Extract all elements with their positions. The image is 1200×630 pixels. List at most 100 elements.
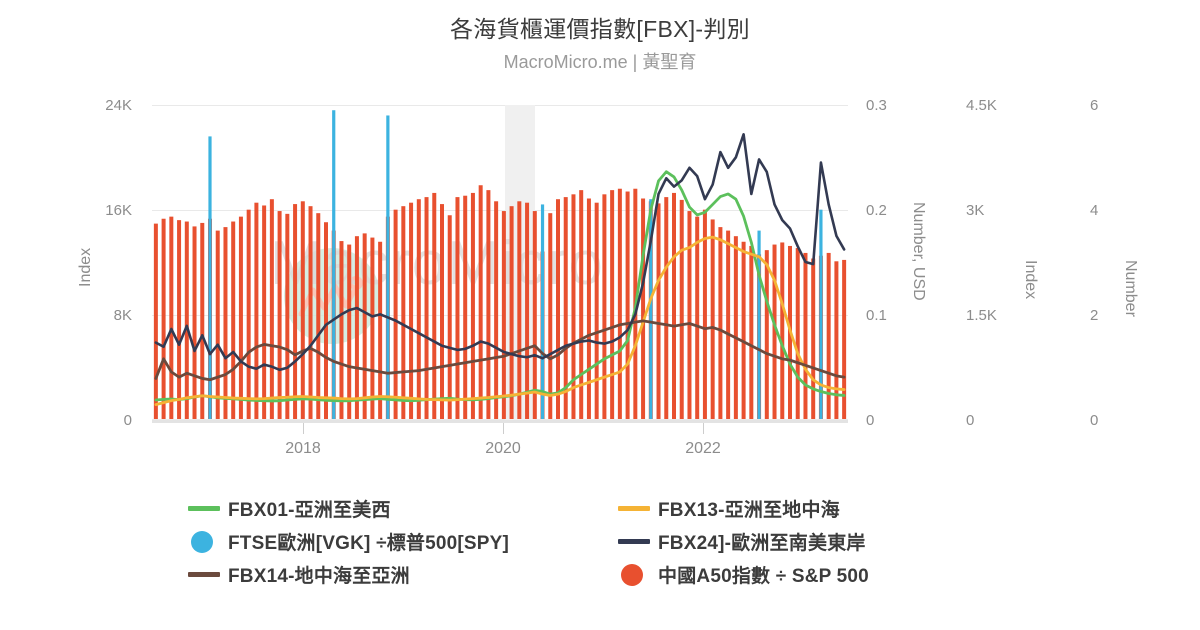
left-axis-tick-0: 0 — [123, 412, 132, 429]
bar-a50-sp500 — [749, 245, 754, 419]
bar-a50-sp500 — [300, 201, 305, 419]
left-axis-title: Index — [77, 247, 94, 287]
legend-swatch — [188, 506, 220, 511]
bar-a50-sp500 — [501, 211, 506, 419]
right2-axis-tick-3: 4.5K — [966, 97, 997, 114]
bar-a50-sp500 — [362, 233, 367, 419]
gridline-8k — [152, 315, 848, 316]
legend-a50-sp500[interactable]: 中國A50指數 ÷ S&P 500 — [618, 558, 869, 591]
bar-a50-sp500 — [401, 206, 406, 419]
bar-a50-sp500 — [733, 236, 738, 419]
bar-a50-sp500 — [726, 230, 731, 419]
bar-a50-sp500 — [432, 192, 437, 419]
legend-dot-icon — [618, 563, 658, 586]
right2-axis-tick-0: 0 — [966, 412, 975, 429]
x-axis-line — [152, 420, 848, 423]
legend-vgk-spy[interactable]: FTSE歐洲[VGK] ÷標普500[SPY] — [188, 525, 509, 558]
bar-vgk-spy — [386, 115, 390, 419]
bar-a50-sp500 — [579, 190, 584, 419]
legend-fbx01[interactable]: FBX01-亞洲至美西 — [188, 492, 509, 525]
plot-area: MacroMicro — [152, 105, 848, 420]
right3-axis-title: Number — [1122, 260, 1139, 317]
legend-fbx13[interactable]: FBX13-亞洲至地中海 — [618, 492, 869, 525]
bar-vgk-spy — [208, 136, 212, 419]
legend-column-left: FBX01-亞洲至美西 FTSE歐洲[VGK] ÷標普500[SPY] FBX14-… — [188, 492, 509, 591]
bar-a50-sp500 — [463, 195, 468, 419]
bar-a50-sp500 — [687, 211, 692, 419]
legend-fbx24[interactable]: FBX24]-歐洲至南美東岸 — [618, 525, 869, 558]
left-axis-tick-1: 8K — [113, 307, 132, 324]
legend-fbx14[interactable]: FBX14-地中海至亞洲 — [188, 558, 509, 591]
bar-a50-sp500 — [641, 198, 646, 419]
legend-swatch — [188, 572, 220, 577]
bar-a50-sp500 — [594, 202, 599, 419]
chart-container: 24K 16K 8K 0 Index 0.3 0.2 0.1 0 Number,… — [0, 92, 1200, 482]
bar-a50-sp500 — [269, 199, 274, 419]
bar-a50-sp500 — [231, 221, 236, 419]
right1-axis-tick-1: 0.1 — [866, 307, 887, 324]
x-tick-label-2020: 2020 — [485, 440, 521, 457]
bar-a50-sp500 — [192, 226, 197, 419]
gridline-0 — [152, 419, 848, 420]
left-axis-tick-3: 24K — [105, 97, 132, 114]
bar-vgk-spy — [332, 110, 336, 419]
bar-a50-sp500 — [238, 216, 243, 419]
bar-a50-sp500 — [772, 244, 777, 419]
bar-a50-sp500 — [811, 258, 816, 419]
legend-dot-icon — [188, 530, 228, 553]
legend-item-label: FBX24]-歐洲至南美東岸 — [658, 533, 866, 554]
bar-a50-sp500 — [842, 259, 847, 419]
bar-a50-sp500 — [378, 241, 383, 419]
right1-axis-tick-2: 0.2 — [866, 202, 887, 219]
bar-a50-sp500 — [470, 192, 475, 419]
right3-axis-tick-2: 4 — [1090, 202, 1099, 219]
bar-a50-sp500 — [200, 222, 205, 419]
bar-a50-sp500 — [478, 185, 483, 419]
right1-axis-tick-3: 0.3 — [866, 97, 887, 114]
bar-a50-sp500 — [834, 261, 839, 419]
bar-a50-sp500 — [254, 202, 259, 419]
chart-legend: FBX01-亞洲至美西 FTSE歐洲[VGK] ÷標普500[SPY] FBX14-… — [0, 492, 1200, 602]
right1-axis-title: Number, USD — [910, 202, 927, 301]
bar-a50-sp500 — [339, 241, 344, 419]
bar-vgk-spy — [649, 199, 653, 419]
left-axis-tick-2: 16K — [105, 202, 132, 219]
bar-a50-sp500 — [710, 219, 715, 419]
bar-a50-sp500 — [354, 236, 359, 419]
x-tick-mark-2022 — [703, 423, 704, 434]
page-title: 各海貨櫃運價指數[FBX]-判別 — [450, 16, 750, 42]
bar-a50-sp500 — [153, 223, 158, 419]
bar-vgk-spy — [757, 230, 761, 419]
legend-item-label: FBX14-地中海至亞洲 — [228, 566, 410, 587]
bar-a50-sp500 — [741, 241, 746, 419]
legend-swatch — [618, 539, 650, 544]
bar-a50-sp500 — [447, 215, 452, 419]
bar-a50-sp500 — [169, 216, 174, 419]
line-FBX13-亞洲至地中海 — [154, 235, 846, 407]
bar-a50-sp500 — [625, 191, 630, 419]
x-tick-label-2018: 2018 — [285, 440, 321, 457]
bar-a50-sp500 — [277, 211, 282, 419]
legend-item-label: FBX01-亞洲至美西 — [228, 500, 391, 521]
bar-a50-sp500 — [184, 221, 189, 419]
bar-a50-sp500 — [316, 213, 321, 419]
bar-a50-sp500 — [293, 204, 298, 419]
bar-a50-sp500 — [826, 252, 831, 419]
bar-a50-sp500 — [532, 211, 537, 419]
bar-a50-sp500 — [424, 197, 429, 419]
bar-a50-sp500 — [548, 213, 553, 419]
bar-a50-sp500 — [223, 227, 228, 419]
x-tick-mark-2018 — [303, 423, 304, 434]
bar-a50-sp500 — [440, 204, 444, 419]
bar-a50-sp500 — [246, 209, 251, 419]
x-tick-label-2022: 2022 — [685, 440, 721, 457]
chart-header: 各海貨櫃運價指數[FBX]-判別 MacroMicro.me | 黃聖育 — [0, 0, 1200, 75]
legend-line-icon — [618, 539, 658, 544]
legend-item-label: FTSE歐洲[VGK] ÷標普500[SPY] — [228, 533, 510, 554]
bar-a50-sp500 — [602, 194, 607, 419]
gridline-24k — [152, 105, 848, 106]
bar-a50-sp500 — [764, 250, 769, 419]
right2-axis-title: Index — [1022, 260, 1039, 300]
bar-a50-sp500 — [664, 197, 669, 419]
bar-a50-sp500 — [672, 192, 676, 419]
